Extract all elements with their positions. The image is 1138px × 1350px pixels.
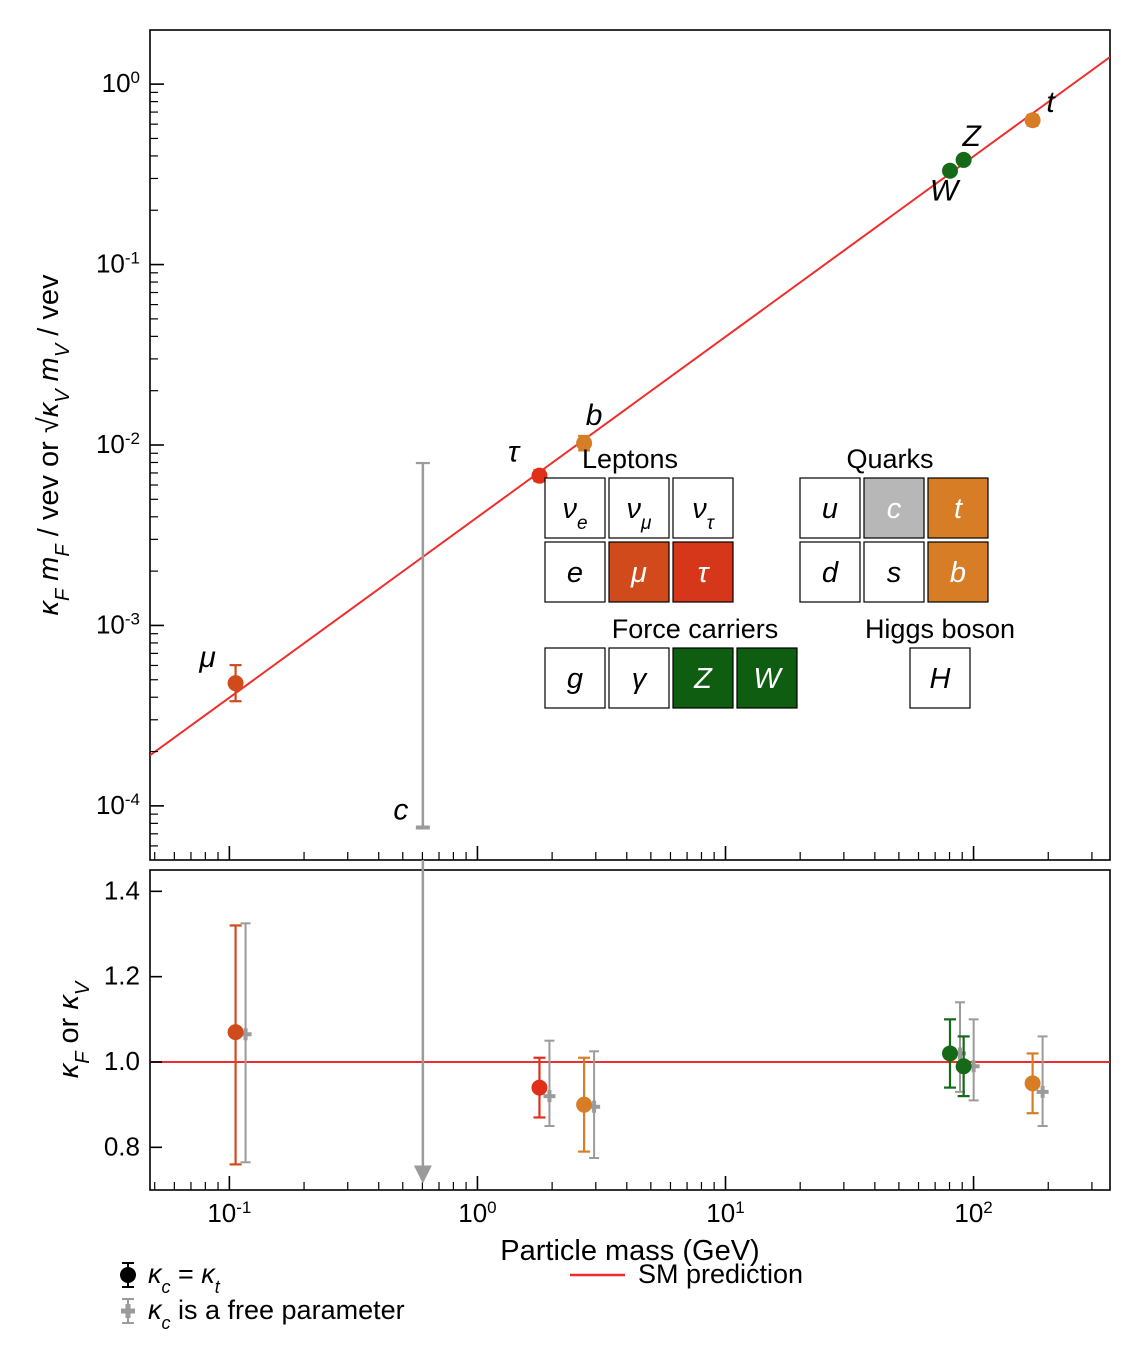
top-ylabel: κF mF / vev or √κV mV / vev xyxy=(33,274,74,616)
particle-label-μ: μ xyxy=(630,557,647,589)
particle-label-e: e xyxy=(567,557,583,589)
legend-kc-kt: κc = κt xyxy=(148,1259,221,1297)
particle-group-title-quarks: Quarks xyxy=(846,444,933,474)
particle-group-title-higgs-boson: Higgs boson xyxy=(865,614,1015,644)
bottom-xtick-label: 102 xyxy=(954,1198,992,1229)
bottom-ylabel: κF or κV xyxy=(53,980,94,1078)
bottom-point-t xyxy=(1025,1036,1049,1126)
top-ytick-label: 10-3 xyxy=(96,609,140,640)
top-ytick-label: 10-2 xyxy=(96,429,140,460)
bottom-ytick-label: 1.2 xyxy=(104,961,140,991)
particle-label-γ: γ xyxy=(632,663,648,695)
particle-label-d: d xyxy=(822,557,839,589)
particle-label-b: b xyxy=(950,557,966,589)
particle-group-title-leptons: Leptons xyxy=(582,444,678,474)
bottom-ytick-label: 0.8 xyxy=(104,1131,140,1161)
bottom-point-mu xyxy=(228,923,252,1164)
top-point-label-mu: μ xyxy=(198,641,215,674)
particle-label-Z: Z xyxy=(693,663,713,695)
top-ytick-label: 10-1 xyxy=(96,248,140,279)
top-point-c xyxy=(416,463,430,827)
bottom-ytick-label: 1.0 xyxy=(104,1046,140,1076)
svg-text:κF or κV: κF or κV xyxy=(53,980,94,1078)
chart-svg: 10-4 10-3 10-2 10-1 100 κF mF / vev or √κV mV… xyxy=(0,0,1138,1350)
bottom-xtick-label: 101 xyxy=(706,1198,744,1229)
svg-text:κF mF / vev or √κV mV / vev: κF mF / vev or √κV mV / vev xyxy=(33,274,74,616)
top-point-label-tau: τ xyxy=(508,436,521,469)
top-point-label-c: c xyxy=(393,794,408,827)
top-point-t xyxy=(1025,112,1041,128)
c-quark-arrowhead xyxy=(414,1165,432,1183)
top-point-label-Z: Z xyxy=(961,120,982,153)
particle-label-c: c xyxy=(887,493,902,525)
top-ytick-label: 100 xyxy=(102,68,140,99)
top-point-label-t: t xyxy=(1046,86,1056,119)
chart-container: 10-4 10-3 10-2 10-1 100 κF mF / vev or √κV mV… xyxy=(0,0,1138,1350)
bottom-point-tau xyxy=(531,1041,555,1126)
bottom-point-W xyxy=(942,1002,966,1092)
top-point-Z xyxy=(956,152,972,168)
particle-label-H: H xyxy=(930,663,951,695)
bottom-ytick-label: 1.4 xyxy=(104,875,140,905)
particle-label-g: g xyxy=(567,663,583,695)
legend-sm: SM prediction xyxy=(638,1259,803,1289)
particle-group-title-force-carriers: Force carriers xyxy=(612,614,779,644)
particle-label-W: W xyxy=(753,663,783,695)
top-point-mu xyxy=(228,665,244,701)
bottom-point-b xyxy=(576,1051,600,1158)
legend-kc-free: κc is a free parameter xyxy=(148,1295,405,1333)
top-point-label-b: b xyxy=(586,399,603,432)
top-point-label-W: W xyxy=(930,175,961,208)
bottom-panel-frame xyxy=(150,870,1110,1190)
particle-label-s: s xyxy=(887,557,902,589)
bottom-xtick-label: 10-1 xyxy=(207,1198,251,1229)
top-ytick-label: 10-4 xyxy=(96,789,140,820)
bottom-xtick-label: 100 xyxy=(458,1198,496,1229)
particle-label-u: u xyxy=(822,493,838,525)
